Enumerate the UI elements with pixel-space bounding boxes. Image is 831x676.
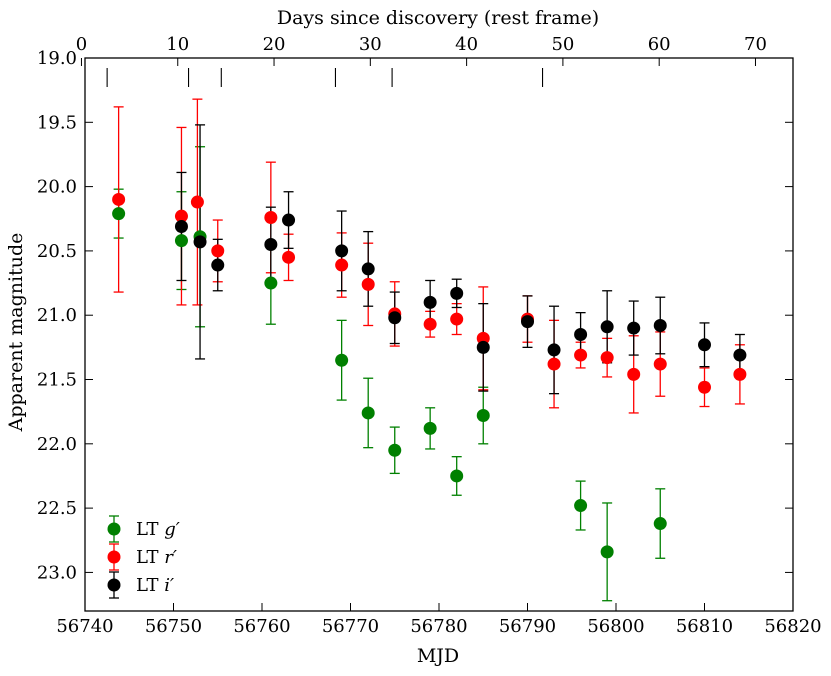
x-tick-label: 56740	[56, 616, 113, 637]
data-point	[335, 353, 349, 367]
legend-label-telescope: LT	[136, 547, 164, 568]
legend-label: LT i′	[136, 575, 174, 596]
data-point	[423, 295, 437, 309]
data-point	[193, 235, 207, 249]
top-tick-label: 0	[76, 34, 87, 55]
data-point	[476, 331, 490, 345]
data-point	[423, 421, 437, 435]
error-bars	[113, 98, 745, 602]
data-point	[388, 443, 402, 457]
data-point	[450, 469, 464, 483]
y-tick-label: 21.5	[37, 370, 77, 391]
axis-ticks	[80, 57, 794, 611]
x-axis-title: MJD	[417, 645, 459, 667]
data-point	[476, 340, 490, 354]
legend-label-telescope: LT	[136, 519, 164, 540]
data-point	[733, 367, 747, 381]
data-point	[476, 409, 490, 423]
data-point	[698, 338, 711, 352]
data-point	[282, 250, 296, 264]
x-tick-label: 56810	[676, 616, 733, 637]
legend-label: LT r′	[136, 547, 177, 568]
data-points	[112, 192, 747, 559]
y-tick-label: 21.0	[37, 305, 77, 326]
data-point	[361, 277, 375, 291]
data-point	[361, 406, 375, 420]
data-point	[264, 237, 278, 251]
data-point	[653, 517, 667, 531]
data-point	[388, 311, 402, 325]
legend-label-band: g′	[164, 519, 180, 540]
data-point	[174, 219, 188, 233]
y-tick-label: 19.5	[37, 112, 77, 133]
y-tick-label: 20.0	[37, 177, 77, 198]
top-axis-title: Days since discovery (rest frame)	[277, 7, 599, 29]
data-point	[264, 276, 278, 290]
top-tick-label: 10	[166, 34, 189, 55]
data-point	[574, 328, 588, 341]
x-tick-label: 56750	[145, 616, 202, 637]
spectra-epoch-markers	[106, 68, 544, 87]
legend: LT g′LT r′LT i′	[107, 515, 180, 599]
data-point	[335, 244, 349, 258]
data-point	[282, 213, 296, 227]
y-tick-label: 20.5	[37, 241, 77, 262]
y-axis-title: Apparent magnitude	[5, 233, 27, 433]
x-tick-label: 56770	[322, 616, 379, 637]
data-point	[361, 262, 375, 276]
top-tick-label: 20	[263, 34, 286, 55]
data-point	[450, 312, 464, 326]
x-tick-label: 56800	[587, 616, 644, 637]
data-point	[600, 545, 614, 559]
x-tick-label: 56780	[410, 616, 467, 637]
data-point	[600, 320, 614, 334]
legend-marker	[107, 522, 121, 536]
data-point	[547, 357, 561, 371]
data-point	[211, 244, 225, 258]
data-point	[190, 195, 204, 209]
data-point	[653, 357, 667, 371]
data-point	[627, 367, 641, 381]
data-point	[547, 343, 561, 357]
data-point	[112, 192, 126, 206]
data-point	[574, 499, 588, 513]
x-tick-label: 56790	[499, 616, 556, 637]
legend-label: LT g′	[136, 519, 180, 540]
y-tick-label: 23.0	[37, 562, 77, 583]
legend-marker	[107, 578, 121, 592]
data-point	[211, 258, 225, 272]
data-point	[174, 234, 188, 248]
data-point	[627, 321, 641, 335]
data-point	[174, 209, 188, 223]
top-tick-label: 50	[551, 34, 574, 55]
legend-marker	[107, 550, 121, 564]
data-point	[112, 207, 126, 221]
legend-label-band: i′	[164, 575, 174, 596]
data-point	[450, 286, 464, 300]
data-point	[423, 317, 437, 331]
x-tick-label: 56760	[233, 616, 290, 637]
data-point	[574, 348, 588, 362]
legend-label-band: r′	[164, 547, 177, 568]
top-tick-label: 30	[359, 34, 382, 55]
top-tick-label: 70	[744, 34, 767, 55]
x-tick-label: 56820	[764, 616, 821, 637]
legend-label-telescope: LT	[136, 575, 164, 596]
data-point	[600, 351, 614, 365]
plot-frame	[84, 57, 794, 612]
top-tick-label: 40	[455, 34, 478, 55]
data-point	[335, 258, 349, 272]
y-tick-label: 19.0	[37, 48, 77, 69]
data-point	[733, 348, 747, 362]
data-point	[653, 318, 667, 332]
top-tick-label: 60	[648, 34, 671, 55]
y-tick-label: 22.0	[37, 434, 77, 455]
data-point	[698, 380, 711, 394]
y-tick-label: 22.5	[37, 498, 77, 519]
data-point	[521, 315, 534, 329]
data-point	[264, 210, 278, 224]
